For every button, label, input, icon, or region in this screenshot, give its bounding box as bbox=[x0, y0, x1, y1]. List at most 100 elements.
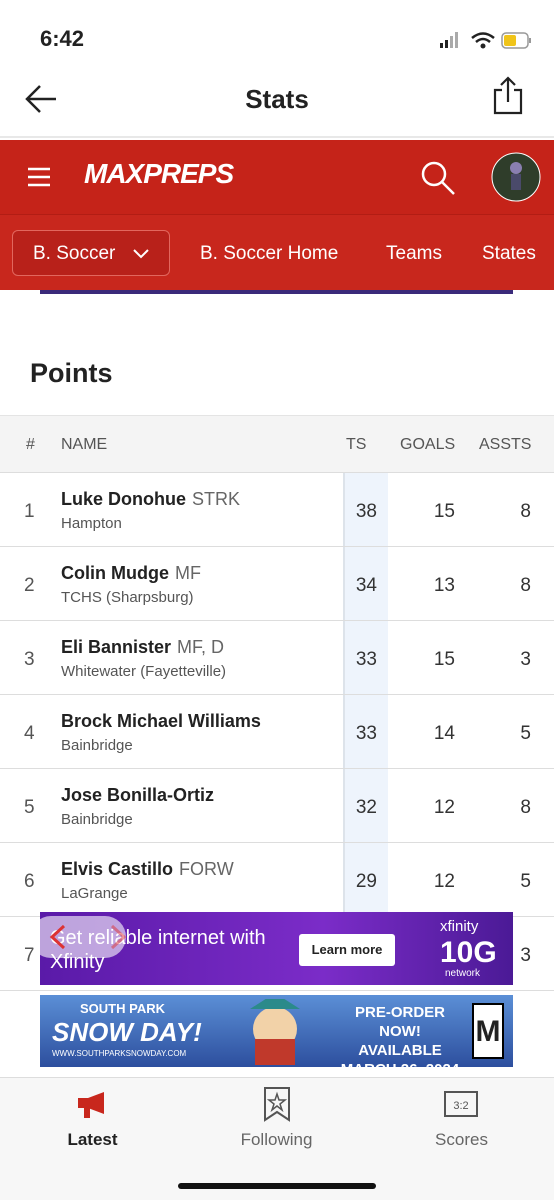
rank: 3 bbox=[24, 649, 35, 670]
points: 33 bbox=[355, 723, 377, 744]
ad-brand: xfinity bbox=[440, 918, 479, 935]
points: 38 bbox=[355, 501, 377, 522]
assists: 5 bbox=[520, 871, 531, 892]
goals: 12 bbox=[433, 797, 455, 818]
rank: 2 bbox=[24, 575, 35, 596]
assists: 8 bbox=[520, 575, 531, 596]
rank: 7 bbox=[24, 945, 35, 966]
nav-item[interactable]: Following bbox=[240, 1130, 313, 1149]
home-indicator bbox=[178, 1183, 376, 1189]
header-cell[interactable]: NAME bbox=[61, 436, 108, 453]
goals: 15 bbox=[433, 501, 455, 522]
logo[interactable]: MAXPREPS bbox=[84, 158, 234, 189]
following-icon bbox=[264, 1087, 290, 1122]
name: Luke Donohue bbox=[61, 489, 186, 509]
nav-item[interactable]: Scores bbox=[435, 1130, 488, 1149]
player-name: Colin Mudge MF bbox=[61, 563, 201, 584]
school: Hampton bbox=[61, 515, 122, 532]
menu-button[interactable] bbox=[28, 167, 50, 187]
ad-button[interactable]: Learn more bbox=[299, 934, 395, 966]
points: 32 bbox=[355, 797, 377, 818]
ad-title: SOUTH PARK bbox=[80, 1001, 165, 1016]
rank: 6 bbox=[24, 871, 35, 892]
player-name: Luke Donohue STRK bbox=[61, 489, 240, 510]
divider bbox=[40, 290, 513, 294]
sorted-column bbox=[343, 415, 388, 915]
school: TCHS (Sharpsburg) bbox=[61, 589, 194, 606]
header-cell[interactable]: # bbox=[26, 436, 35, 453]
player-name: Brock Michael Williams bbox=[61, 711, 261, 732]
svg-text:3:2: 3:2 bbox=[453, 1100, 468, 1112]
school: LaGrange bbox=[61, 885, 128, 902]
header-cell[interactable]: ASSTS bbox=[479, 436, 532, 453]
time: 6:42 bbox=[40, 26, 85, 51]
nav-title: Stats bbox=[245, 84, 309, 114]
search-button[interactable] bbox=[420, 160, 456, 196]
tab-label: B. Soccer bbox=[33, 243, 116, 264]
rank: 1 bbox=[24, 501, 35, 522]
position: MF bbox=[174, 563, 201, 583]
position: MF, D bbox=[177, 637, 225, 657]
section-title: Points bbox=[30, 358, 113, 388]
header-cell[interactable]: GOALS bbox=[400, 436, 456, 453]
tab[interactable]: B. Soccer Home bbox=[200, 243, 339, 264]
tab[interactable]: Teams bbox=[386, 243, 442, 264]
table-row[interactable]: 3 Eli Bannister MF, D Whitewater (Fayettevi… bbox=[0, 621, 554, 695]
name: Colin Mudge bbox=[61, 563, 169, 583]
back-button[interactable] bbox=[24, 84, 58, 114]
player-name: Eli Bannister MF, D bbox=[61, 637, 224, 658]
school: Whitewater (Fayetteville) bbox=[61, 663, 227, 680]
points: 29 bbox=[355, 871, 377, 892]
rank: 5 bbox=[24, 797, 35, 818]
player-name: Elvis Castillo FORW bbox=[61, 859, 234, 880]
status-bar: 6:42 bbox=[0, 0, 554, 70]
header-cell[interactable]: TS bbox=[346, 436, 367, 453]
name: Jose Bonilla-Ortiz bbox=[61, 785, 215, 805]
ad-product-sub: network bbox=[445, 968, 481, 979]
table-header: # NAME TS GOALS ASSTS bbox=[0, 415, 554, 473]
ad-subtitle: SNOW DAY! bbox=[52, 1017, 202, 1047]
goals: 14 bbox=[433, 723, 455, 744]
table-row[interactable]: 5 Jose Bonilla-Ortiz Bainbridge 32 12 8 bbox=[0, 769, 554, 843]
table-row[interactable]: 2 Colin Mudge MF TCHS (Sharpsburg) 34 13 8 bbox=[0, 547, 554, 621]
ad-banner[interactable]: SOUTH PARK SNOW DAY! WWW.SOUTHPARKSNOWDA… bbox=[40, 995, 513, 1078]
name: Brock Michael Williams bbox=[61, 711, 261, 731]
latest-icon bbox=[78, 1092, 104, 1118]
position: FORW bbox=[179, 859, 234, 879]
nav-bar: Stats bbox=[0, 70, 554, 138]
share-button[interactable] bbox=[492, 76, 524, 116]
sport-selector[interactable]: B. Soccer bbox=[12, 230, 170, 276]
player-name: Jose Bonilla-Ortiz bbox=[61, 785, 214, 806]
tab[interactable]: States bbox=[482, 243, 536, 264]
name: Eli Bannister bbox=[61, 637, 172, 657]
table-row[interactable]: 6 Elvis Castillo FORW LaGrange 29 12 5 bbox=[0, 843, 554, 917]
ad-rating: M bbox=[472, 1003, 504, 1059]
avatar[interactable] bbox=[491, 152, 541, 202]
assists: 3 bbox=[520, 945, 531, 966]
nav-item[interactable]: Latest bbox=[67, 1130, 118, 1149]
position: STRK bbox=[192, 489, 241, 509]
table-row[interactable]: 4 Brock Michael Williams Bainbridge 33 14 5 bbox=[0, 695, 554, 769]
assists: 8 bbox=[520, 501, 531, 522]
goals: 13 bbox=[433, 575, 455, 596]
assists: 3 bbox=[520, 649, 531, 670]
goals: 12 bbox=[433, 871, 455, 892]
goals: 15 bbox=[433, 649, 455, 670]
rank: 4 bbox=[24, 723, 35, 744]
scores-icon: 3:2 bbox=[444, 1091, 478, 1117]
carousel-arrows[interactable] bbox=[30, 916, 126, 958]
school: Bainbridge bbox=[61, 811, 133, 828]
ad-cta: PRE-ORDER NOW! AVAILABLE MARCH 26, 2024 bbox=[340, 1004, 460, 1078]
bottom-nav: Latest Following 3:2 Scores bbox=[0, 1077, 554, 1200]
ad-character bbox=[250, 999, 300, 1065]
school: Bainbridge bbox=[61, 737, 133, 754]
chevron bbox=[133, 249, 149, 259]
ad-url: WWW.SOUTHPARKSNOWDAY.COM bbox=[52, 1049, 187, 1058]
name: Elvis Castillo bbox=[61, 859, 174, 879]
app-header: MAXPREPS B. Soccer B. Soccer Home Teams … bbox=[0, 140, 554, 290]
points: 33 bbox=[355, 649, 377, 670]
assists: 8 bbox=[520, 797, 531, 818]
table-row[interactable]: 1 Luke Donohue STRK Hampton 38 15 8 bbox=[0, 473, 554, 547]
